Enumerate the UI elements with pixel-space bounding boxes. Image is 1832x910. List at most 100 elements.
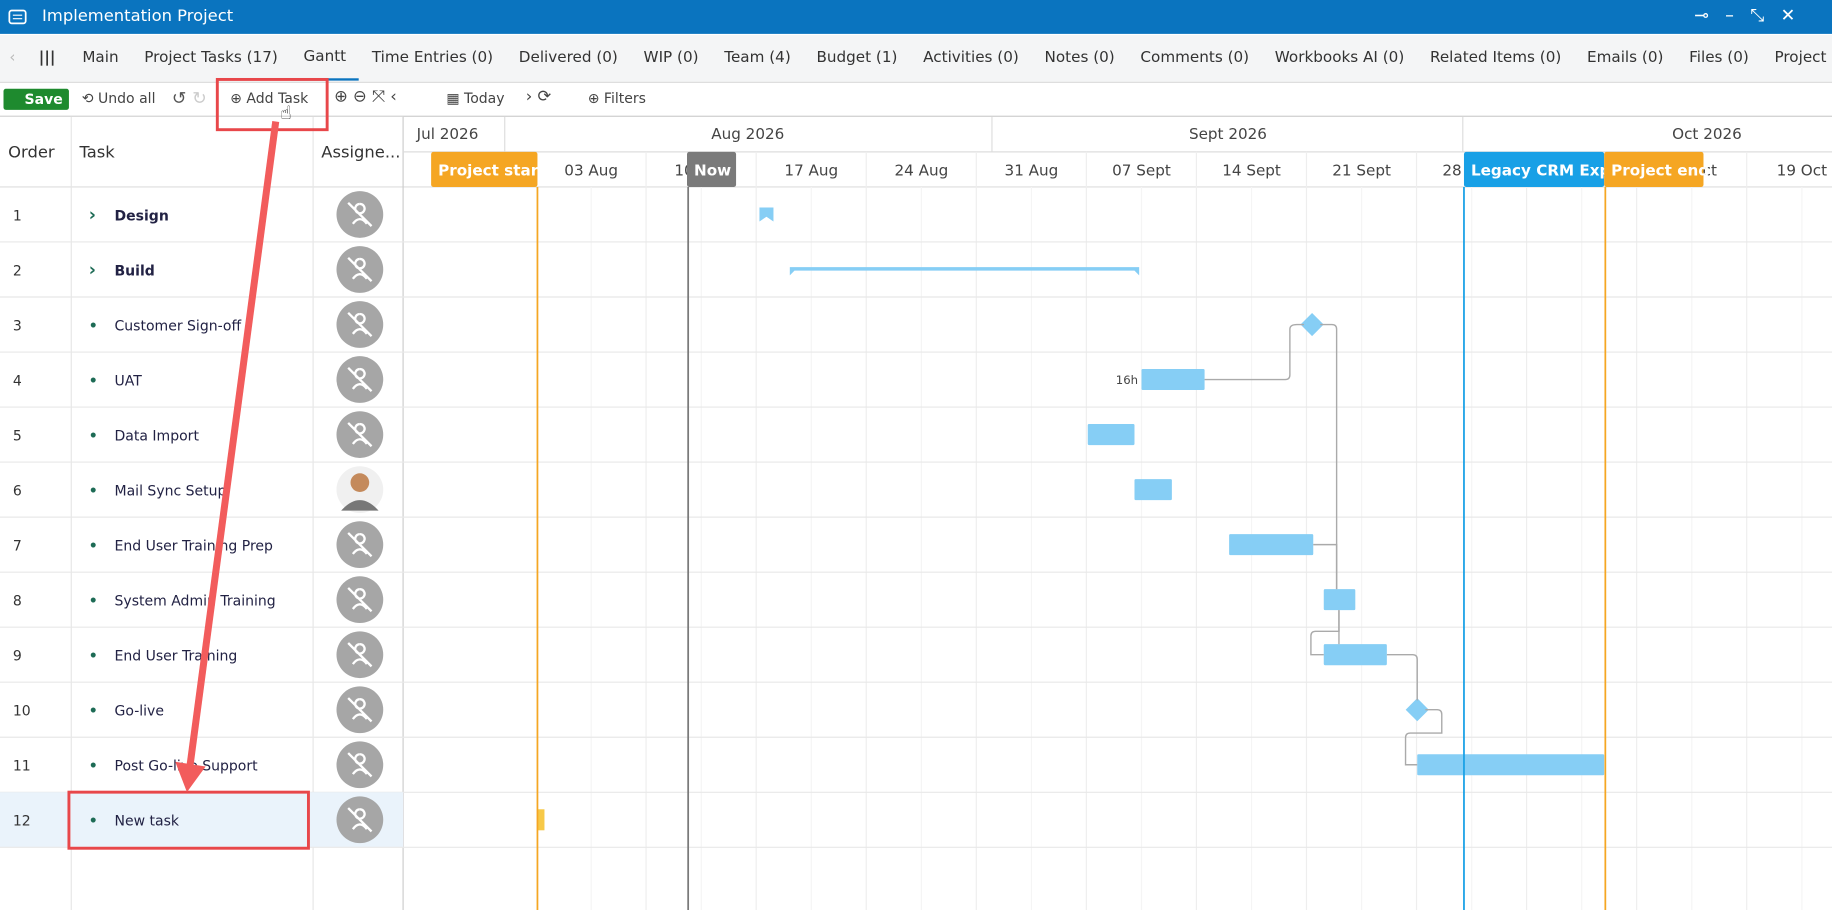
summary-bar: [789, 267, 1140, 276]
row-highlight: [0, 792, 404, 848]
task-bar: [1229, 534, 1314, 556]
week-label: 24 Aug: [894, 161, 948, 179]
dependency: [1320, 323, 1338, 590]
avatar-icon: [347, 201, 373, 227]
avatar-icon: [347, 807, 373, 833]
expander: ›: [89, 205, 96, 225]
tab[interactable]: Delivered (0): [518, 49, 618, 67]
cursor: ☝: [280, 103, 291, 124]
column-header: Assigne...: [321, 143, 400, 162]
week-label: 31 Aug: [1005, 161, 1059, 179]
dependency: [1313, 543, 1338, 590]
order: 8: [13, 594, 22, 610]
tab[interactable]: Activities (0): [923, 49, 1019, 67]
nav-buttons[interactable]: › ⟳: [525, 87, 552, 107]
marker-flag: [687, 151, 737, 187]
zoom-buttons[interactable]: ⊕ ⊖ ⤧ ‹: [334, 87, 397, 107]
tab[interactable]: WIP (0): [643, 49, 699, 67]
month-label: Aug 2026: [711, 125, 784, 143]
task-name: New task: [115, 814, 180, 830]
marker-label: Legacy CRM Expiry: [1471, 161, 1633, 179]
order: 4: [13, 373, 22, 389]
tab[interactable]: Comments (0): [1140, 49, 1250, 67]
toolbar: Save ⟲ Undo all ↺ ↻ ⊕ Add Task ⊕ ⊖ ⤧ ‹ ▦…: [0, 82, 1832, 117]
bullet: •: [89, 704, 98, 720]
grid-header: [0, 116, 404, 187]
order: 1: [13, 208, 22, 224]
month-label: Oct 2026: [1672, 125, 1742, 143]
order: 10: [13, 704, 31, 720]
tab[interactable]: Main: [82, 49, 119, 67]
tab[interactable]: Workbooks AI (0): [1274, 49, 1405, 67]
bullet: •: [89, 483, 98, 499]
bar-label: 16h: [1116, 373, 1138, 387]
week-label: 03 Aug: [564, 161, 618, 179]
today-button[interactable]: ▦ Today: [446, 89, 505, 107]
tab[interactable]: Budget (1): [816, 49, 898, 67]
bullet: •: [89, 649, 98, 665]
week-label: 17 Aug: [784, 161, 838, 179]
avatar-icon: [347, 256, 373, 282]
tab[interactable]: Project Summar: [1774, 49, 1832, 67]
week-label: 21 Sept: [1332, 161, 1391, 179]
marker-flag: [1604, 151, 1704, 187]
task-name: End User Training Prep: [115, 538, 274, 554]
add-label: Add Task: [246, 89, 309, 107]
week-label: 19 Oct: [1777, 161, 1827, 179]
milestone: [1300, 312, 1324, 337]
task-name: Design: [115, 208, 169, 224]
tab[interactable]: Related Items (0): [1429, 49, 1562, 67]
bullet: •: [89, 759, 98, 775]
undo-redo[interactable]: ↺ ↻: [171, 87, 207, 109]
filters-button[interactable]: ⊕ Filters: [587, 89, 646, 107]
task-bar: [1323, 589, 1356, 611]
tab[interactable]: Project Tasks (17): [144, 49, 278, 67]
bullet: •: [89, 428, 98, 444]
task-name: Mail Sync Setup: [115, 483, 227, 499]
dependency: [1404, 709, 1443, 766]
marker-label: Now: [694, 161, 731, 179]
task-bar: [1323, 644, 1387, 666]
window-title: Implementation Project: [42, 7, 234, 26]
new-task-bar: [537, 809, 545, 831]
milestone: [759, 207, 774, 222]
dependency: [1386, 653, 1418, 701]
window-controls[interactable]: ⊸–⤡✕: [1694, 4, 1812, 26]
milestone: [1405, 698, 1429, 722]
task-bar: [1417, 754, 1605, 776]
avatar-icon: [347, 752, 373, 778]
avatar-icon: [347, 587, 373, 613]
bullet: •: [89, 594, 98, 610]
task-name: Customer Sign-off: [115, 318, 242, 334]
undo-button[interactable]: ⟲ Undo all: [81, 89, 156, 107]
bullet: •: [89, 814, 98, 830]
save-button[interactable]: Save: [3, 88, 69, 110]
task-name: System Admin Training: [115, 594, 276, 610]
arrow-head: [175, 761, 206, 793]
marker-flag: [1463, 151, 1605, 187]
tab[interactable]: Files (0): [1689, 49, 1749, 67]
tab[interactable]: Notes (0): [1044, 49, 1115, 67]
task-bar: [1141, 369, 1205, 391]
avatar-body: [341, 500, 379, 511]
highlight-box: [67, 790, 310, 850]
tab[interactable]: Team (4): [724, 49, 791, 67]
bullet: •: [89, 318, 98, 334]
expander: ›: [89, 260, 96, 280]
tab[interactable]: Emails (0): [1587, 49, 1664, 67]
week-label: 14 Sept: [1222, 161, 1281, 179]
app-icon: [8, 9, 27, 25]
marker-label: Project start: [438, 161, 545, 179]
filters-label: Filters: [603, 89, 646, 107]
add-task-button[interactable]: ⊕ Add Task: [230, 89, 309, 107]
task-name: End User Training: [115, 649, 238, 665]
avatar-icon: [347, 532, 373, 558]
task-bar: [1087, 424, 1135, 446]
tab-bar: ‹ ||| Main Project Tasks (17) Gantt Time Ent…: [0, 35, 1832, 83]
task-name: Data Import: [115, 428, 200, 444]
task-bar: [1134, 479, 1172, 501]
today-label: Today: [464, 89, 505, 107]
tab[interactable]: Time Entries (0): [371, 49, 494, 67]
dependency: [1204, 323, 1304, 381]
